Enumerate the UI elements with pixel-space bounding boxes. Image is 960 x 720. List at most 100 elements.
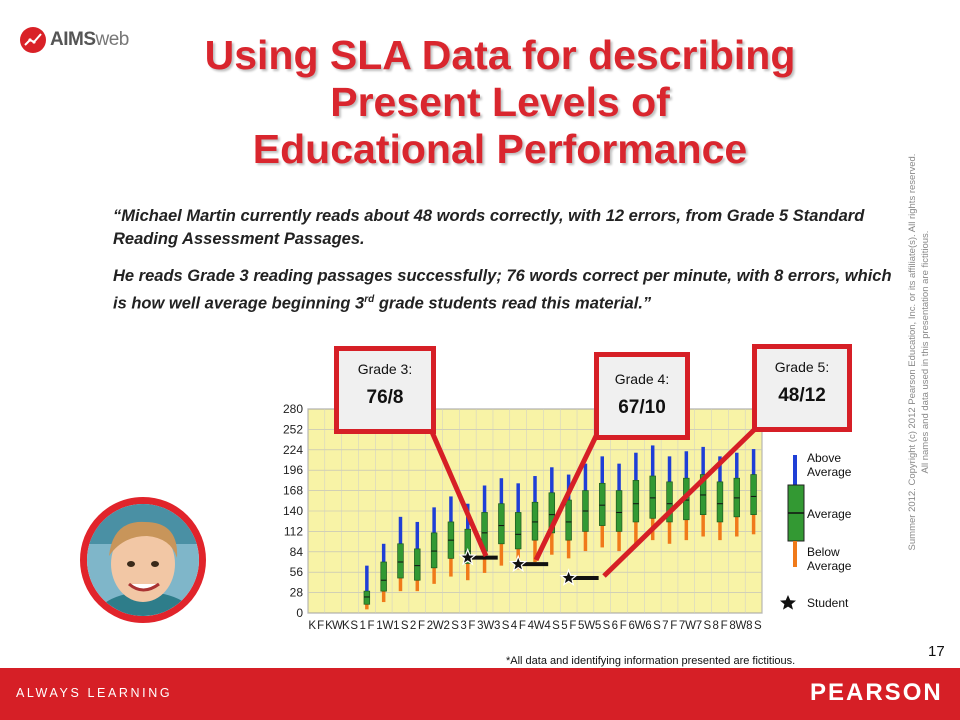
logo-text: AIMSweb — [50, 29, 129, 50]
aimsweb-logo: AIMSweb — [20, 22, 150, 58]
quote-paragraph-1: “Michael Martin currently reads about 48… — [113, 207, 865, 248]
y-tick-label: 56 — [290, 565, 304, 579]
x-tick-label: W — [382, 620, 393, 632]
student-star-icon — [508, 554, 528, 573]
title-line-2: Present Levels of — [330, 79, 670, 125]
average-range-box — [599, 482, 606, 526]
pearson-logo: PEARSON — [810, 679, 943, 706]
average-range-box — [666, 481, 673, 523]
x-tick-label: 7 — [696, 620, 702, 632]
average-range-box — [380, 561, 387, 592]
x-tick-label: 8 — [713, 620, 719, 632]
footer-bar — [0, 668, 960, 720]
x-tick-label: 3 — [460, 620, 466, 632]
x-tick-label: 8 — [746, 620, 752, 632]
legend-above-label-2: Average — [807, 465, 852, 479]
y-tick-label: 196 — [283, 463, 303, 477]
average-range-box — [498, 503, 505, 545]
x-tick-label: W — [635, 620, 646, 632]
average-range-box — [632, 480, 640, 523]
y-tick-label: 252 — [283, 422, 303, 436]
legend-student-star-icon — [780, 595, 796, 610]
x-tick-label: W — [332, 620, 343, 632]
x-tick-label: 3 — [494, 620, 500, 632]
student-photo — [80, 497, 206, 623]
x-tick-label: S — [350, 620, 358, 632]
student-star-icon — [559, 568, 578, 586]
x-tick-label: 4 — [544, 620, 551, 632]
x-tick-label: 6 — [612, 620, 618, 632]
x-tick-label: 7 — [679, 620, 685, 632]
quote-paragraph-2: He reads Grade 3 reading passages succes… — [113, 267, 892, 313]
x-tick-label: S — [401, 620, 409, 632]
fictitious-data-footnote: *All data and identifying information pr… — [506, 655, 796, 667]
callout-grade-4: Grade 4: 67/10 — [594, 352, 690, 440]
y-tick-label: 140 — [283, 504, 303, 518]
x-tick-label: F — [670, 620, 677, 632]
x-tick-label: F — [317, 620, 324, 632]
average-range-box — [430, 532, 438, 569]
x-tick-label: 5 — [578, 620, 584, 632]
y-tick-label: 84 — [290, 545, 304, 559]
x-tick-label: 5 — [595, 620, 601, 632]
x-tick-label: 1 — [359, 620, 365, 632]
chart-legend: Above Average Average Below Average Stud… — [780, 451, 852, 610]
callout-grade-3-value: 76/8 — [366, 387, 404, 408]
x-tick-label: W — [685, 620, 696, 632]
x-tick-label: 1 — [393, 620, 399, 632]
callout-grade-4-label: Grade 4: — [614, 371, 670, 387]
x-tick-label: W — [483, 620, 494, 632]
title-line-3: Educational Performance — [252, 126, 748, 172]
average-range-box — [531, 501, 539, 541]
callout-grade-5-label: Grade 5: — [774, 359, 830, 375]
footer-tagline: ALWAYS LEARNING — [16, 686, 173, 700]
average-range-box — [481, 512, 488, 552]
callout-grade-3: Grade 3: 76/8 — [334, 346, 436, 434]
callout-grade-5: Grade 5: 48/12 — [752, 344, 852, 432]
title-line-1: Using SLA Data for describing — [204, 32, 796, 78]
callout-grade-3-label: Grade 3: — [357, 361, 413, 377]
average-range-box — [750, 474, 757, 515]
average-range-box — [716, 481, 724, 523]
y-tick-label: 168 — [283, 484, 303, 498]
x-tick-label: S — [754, 620, 762, 632]
x-tick-label: 2 — [410, 620, 416, 632]
y-tick-label: 280 — [283, 402, 303, 416]
x-tick-label: F — [569, 620, 576, 632]
x-tick-label: W — [534, 620, 545, 632]
copyright-notice: Summer 2012. Copyright (c) 2012 Pearson … — [907, 153, 931, 551]
x-tick-label: F — [620, 620, 627, 632]
y-tick-label: 0 — [296, 606, 303, 620]
x-tick-label: 2 — [444, 620, 450, 632]
x-tick-label: F — [519, 620, 526, 632]
average-range-box — [363, 590, 371, 605]
x-tick-label: K — [342, 620, 350, 632]
x-tick-label: 4 — [511, 620, 518, 632]
x-tick-label: F — [368, 620, 375, 632]
y-tick-label: 112 — [284, 524, 303, 538]
x-tick-label: F — [721, 620, 728, 632]
average-range-box — [683, 477, 690, 521]
legend-student-label: Student — [807, 596, 849, 610]
x-tick-label: W — [433, 620, 444, 632]
average-range-box — [514, 512, 522, 550]
x-tick-label: 6 — [628, 620, 634, 632]
average-range-box — [548, 492, 556, 534]
x-tick-label: W — [584, 620, 595, 632]
x-tick-label: 1 — [376, 620, 382, 632]
x-tick-label: S — [603, 620, 611, 632]
legend-below-label-2: Average — [807, 559, 852, 573]
aimsweb-logo-icon — [20, 27, 46, 53]
callout-grade-4-value: 67/10 — [618, 397, 666, 418]
legend-above-label-1: Above — [807, 451, 841, 465]
y-tick-label: 224 — [283, 443, 303, 457]
x-tick-label: W — [736, 620, 747, 632]
x-tick-label: 3 — [477, 620, 483, 632]
callout-grade-5-value: 48/12 — [778, 385, 826, 406]
student-quote: “Michael Martin currently reads about 48… — [113, 205, 893, 316]
legend-average-label: Average — [807, 507, 852, 521]
average-range-box — [565, 499, 572, 541]
x-tick-label: 6 — [645, 620, 651, 632]
x-tick-label: K — [308, 620, 316, 632]
